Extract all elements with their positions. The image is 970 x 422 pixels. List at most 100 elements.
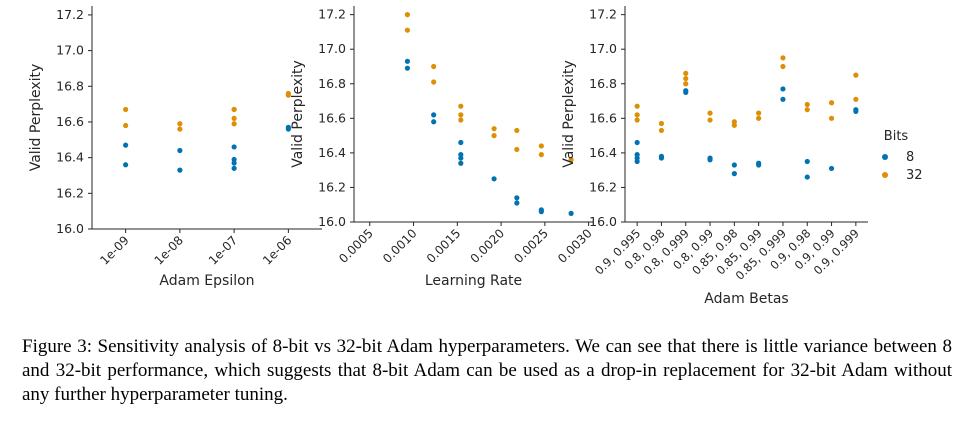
point-series-32 xyxy=(683,70,689,76)
point-series-8 xyxy=(780,86,786,92)
point-series-8 xyxy=(177,167,183,173)
y-tick-label: 17.0 xyxy=(589,41,617,56)
point-series-8 xyxy=(731,162,737,168)
figure-caption: Figure 3: Sensitivity analysis of 8-bit … xyxy=(22,336,952,405)
point-series-8 xyxy=(491,176,497,182)
x-tick-label-1e-06: 1e-06 xyxy=(260,233,294,267)
point-series-8 xyxy=(431,112,437,118)
point-series-32 xyxy=(756,115,762,121)
y-tick-label: 16.8 xyxy=(318,76,346,91)
point-series-32 xyxy=(828,100,835,106)
x-tick-label-1e-08: 1e-08 xyxy=(152,233,186,267)
point-series-8 xyxy=(231,156,237,163)
legend-marker-32 xyxy=(882,172,888,178)
y-axis-label: Valid Perplexity xyxy=(28,64,44,172)
point-series-32 xyxy=(853,96,859,102)
point-series-32 xyxy=(658,127,665,134)
point-series-8 xyxy=(404,58,411,64)
legend-label-32: 32 xyxy=(906,168,923,183)
point-series-32 xyxy=(231,115,237,121)
y-tick-label: 16.4 xyxy=(589,145,617,160)
point-series-8 xyxy=(404,65,411,71)
x-tick-label-1e-07: 1e-07 xyxy=(206,233,240,267)
y-tick-label: 17.2 xyxy=(56,7,84,22)
point-series-32 xyxy=(177,121,183,127)
y-tick-label: 16.6 xyxy=(589,110,617,125)
point-series-32 xyxy=(491,133,497,139)
point-series-32 xyxy=(538,152,544,158)
y-tick-label: 16.2 xyxy=(589,179,617,194)
point-series-8 xyxy=(538,209,544,215)
y-axis-label: Valid Perplexity xyxy=(561,60,577,168)
point-series-32 xyxy=(514,127,520,134)
point-series-8 xyxy=(514,200,520,206)
point-series-8 xyxy=(804,158,810,165)
point-series-32 xyxy=(683,81,689,87)
y-tick-label: 16.0 xyxy=(318,214,346,229)
y-tick-label: 17.0 xyxy=(318,41,346,56)
point-series-8 xyxy=(285,126,291,132)
point-series-8 xyxy=(683,89,689,95)
x-axis-label: Adam Epsilon xyxy=(159,273,254,289)
point-series-32 xyxy=(538,143,544,149)
y-tick-label: 16.8 xyxy=(589,76,617,91)
y-tick-label: 17.2 xyxy=(318,7,346,22)
point-series-32 xyxy=(658,120,665,127)
point-series-32 xyxy=(431,63,437,70)
point-series-32 xyxy=(568,157,574,163)
point-series-32 xyxy=(458,112,464,118)
legend-title: Bits xyxy=(884,129,909,144)
point-series-8 xyxy=(231,144,237,150)
point-series-32 xyxy=(231,121,237,127)
legend-label-8: 8 xyxy=(906,150,914,165)
point-series-8 xyxy=(568,210,574,216)
point-series-8 xyxy=(458,139,464,146)
y-tick-label: 16.4 xyxy=(318,145,346,160)
x-axis-label: Adam Betas xyxy=(704,291,788,307)
x-tick-label-0.0020: 0.0020 xyxy=(468,226,508,266)
point-series-32 xyxy=(683,75,689,82)
y-tick-label: 17.2 xyxy=(589,7,617,22)
point-series-32 xyxy=(634,103,640,109)
point-series-8 xyxy=(707,157,713,163)
point-series-8 xyxy=(828,165,835,172)
point-series-32 xyxy=(804,107,810,113)
point-series-32 xyxy=(285,92,291,98)
point-series-8 xyxy=(658,155,665,161)
point-series-32 xyxy=(853,72,859,78)
point-series-32 xyxy=(491,126,497,132)
point-series-32 xyxy=(804,101,810,108)
point-series-32 xyxy=(731,122,737,128)
point-series-32 xyxy=(514,146,520,153)
point-series-8 xyxy=(634,158,640,165)
point-series-8 xyxy=(177,147,183,154)
point-series-32 xyxy=(780,63,786,70)
point-series-32 xyxy=(404,12,411,18)
point-series-32 xyxy=(634,117,640,123)
x-tick-label-1e-09: 1e-09 xyxy=(97,233,131,267)
x-tick-label-0.0010: 0.0010 xyxy=(380,226,420,266)
x-tick-label-0.0025: 0.0025 xyxy=(511,226,551,266)
y-tick-label: 16.6 xyxy=(318,110,346,125)
point-series-8 xyxy=(458,160,464,166)
y-tick-label: 17.0 xyxy=(56,43,84,58)
point-series-8 xyxy=(231,160,237,166)
point-series-8 xyxy=(756,162,762,168)
y-axis-label: Valid Perplexity xyxy=(290,60,306,168)
x-axis-label: Learning Rate xyxy=(425,273,522,289)
y-tick-label: 16.4 xyxy=(56,150,84,165)
point-series-8 xyxy=(853,108,859,115)
point-series-32 xyxy=(707,117,713,123)
y-tick-label: 16.2 xyxy=(318,179,346,194)
panel-adam-epsilon: 16.0 16.2 16.4 16.6 16.8 17.0 17.2 1e-09 1e-08 1e… xyxy=(28,6,322,289)
point-series-8 xyxy=(731,171,737,177)
y-tick-label: 16.0 xyxy=(56,221,84,236)
y-tick-label: 16.0 xyxy=(589,214,617,229)
point-series-32 xyxy=(634,112,640,118)
point-series-8 xyxy=(123,162,129,168)
point-series-32 xyxy=(780,55,786,61)
legend-marker-8 xyxy=(882,154,888,160)
point-series-8 xyxy=(431,119,437,125)
point-series-8 xyxy=(804,174,810,180)
point-series-8 xyxy=(634,139,640,146)
